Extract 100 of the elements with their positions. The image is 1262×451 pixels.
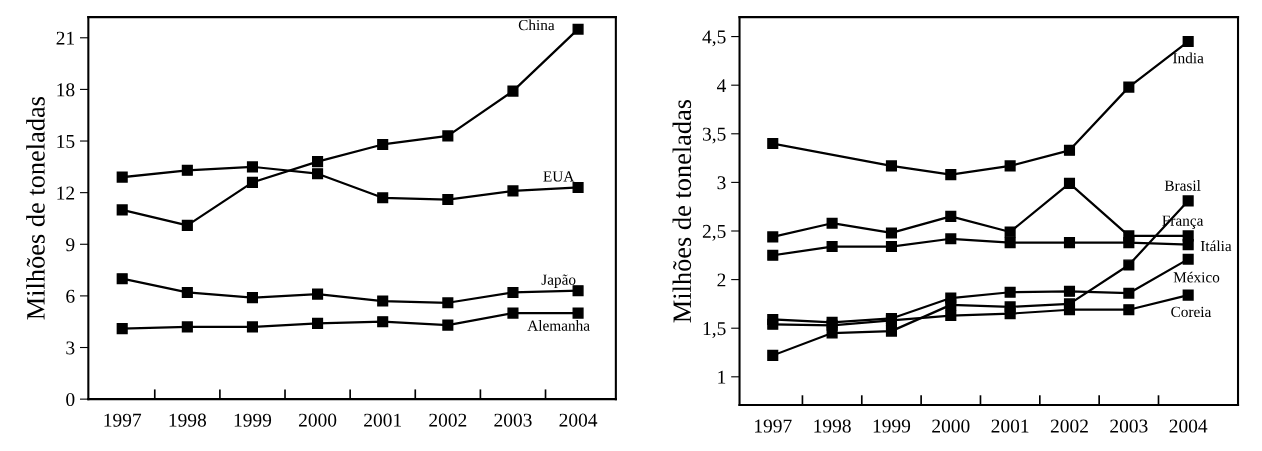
point bbox=[1004, 160, 1016, 172]
point bbox=[1004, 237, 1016, 249]
y-tick-label: 0 bbox=[66, 392, 75, 407]
x-tick-label: 1999 bbox=[873, 419, 911, 433]
point bbox=[507, 307, 519, 319]
point bbox=[1182, 35, 1194, 47]
point bbox=[1182, 195, 1194, 207]
point bbox=[885, 240, 898, 253]
point bbox=[572, 181, 584, 194]
point bbox=[767, 318, 779, 330]
point bbox=[181, 164, 193, 176]
point bbox=[116, 171, 128, 183]
point bbox=[312, 317, 324, 329]
point bbox=[885, 227, 898, 239]
x-tick-label: 2001 bbox=[991, 419, 1029, 433]
point bbox=[1063, 237, 1076, 249]
point bbox=[1182, 239, 1194, 251]
point bbox=[377, 295, 389, 307]
y-axis-title: Milhões de toneladas bbox=[26, 96, 45, 320]
x-tick-label: 2001 bbox=[364, 413, 401, 427]
point bbox=[1182, 253, 1194, 265]
y-tick-label: 3 bbox=[66, 341, 75, 355]
point bbox=[1004, 286, 1016, 298]
point bbox=[826, 217, 838, 229]
point bbox=[507, 286, 519, 299]
point bbox=[885, 325, 898, 337]
point bbox=[826, 240, 838, 253]
point bbox=[1063, 177, 1076, 189]
point bbox=[116, 273, 128, 285]
point bbox=[1063, 304, 1076, 316]
y-tick-label: 3 bbox=[717, 176, 726, 190]
point bbox=[1063, 144, 1076, 156]
x-tick-label: 1998 bbox=[814, 419, 851, 433]
x-tick-label: 2004 bbox=[559, 413, 598, 427]
point bbox=[116, 323, 128, 335]
y-tick-label: 1 bbox=[718, 370, 726, 384]
x-tick-label: 2002 bbox=[429, 413, 467, 427]
point bbox=[1004, 308, 1016, 320]
point bbox=[507, 185, 519, 197]
point bbox=[1123, 81, 1135, 93]
point bbox=[442, 130, 454, 142]
y-tick-label: 3,5 bbox=[702, 127, 726, 144]
point bbox=[377, 316, 389, 328]
point bbox=[312, 288, 324, 300]
series-label: Itália bbox=[1200, 240, 1232, 252]
point bbox=[442, 297, 454, 309]
x-tick-label: 2004 bbox=[1169, 419, 1208, 433]
y-tick-label: 1,5 bbox=[703, 322, 726, 338]
y-tick-label: 2 bbox=[717, 273, 726, 287]
point bbox=[1182, 289, 1194, 301]
series-label: China bbox=[518, 19, 555, 31]
point bbox=[377, 192, 389, 204]
point bbox=[945, 310, 957, 322]
y-tick-label: 9 bbox=[66, 238, 75, 252]
point bbox=[246, 161, 259, 173]
x-tick-label: 2000 bbox=[298, 413, 337, 427]
point bbox=[181, 321, 193, 333]
y-tick-label: 4,5 bbox=[702, 30, 726, 47]
series-label: EUA bbox=[543, 171, 575, 182]
point bbox=[116, 204, 128, 216]
point bbox=[945, 292, 957, 304]
series-label: México bbox=[1173, 271, 1220, 283]
y-tick-label: 6 bbox=[66, 289, 75, 303]
point bbox=[945, 169, 957, 181]
point bbox=[246, 321, 259, 333]
series-label: Índia bbox=[1173, 50, 1204, 64]
series-label: Brasil bbox=[1164, 180, 1201, 191]
x-tick-label: 2002 bbox=[1050, 419, 1088, 433]
point bbox=[572, 307, 584, 319]
x-tick-label: 1998 bbox=[169, 413, 207, 427]
point bbox=[246, 176, 259, 188]
x-tick-label: 1999 bbox=[234, 413, 272, 427]
y-tick-label: 15 bbox=[57, 134, 75, 148]
x-tick-label: 2003 bbox=[1110, 419, 1148, 433]
point bbox=[767, 137, 779, 150]
point bbox=[181, 286, 193, 299]
point bbox=[945, 210, 957, 222]
point bbox=[312, 168, 324, 180]
y-tick-label: 12 bbox=[57, 186, 75, 200]
point bbox=[885, 160, 898, 172]
point bbox=[377, 138, 389, 151]
point bbox=[246, 292, 259, 304]
point bbox=[572, 23, 584, 35]
point bbox=[1123, 237, 1135, 249]
y-tick-label: 2,5 bbox=[702, 224, 726, 241]
point bbox=[442, 193, 454, 206]
point bbox=[312, 156, 324, 168]
point bbox=[507, 85, 519, 97]
point bbox=[945, 233, 957, 245]
series-label: Coreia bbox=[1171, 306, 1212, 318]
point bbox=[442, 319, 454, 331]
y-tick-label: 4 bbox=[717, 79, 727, 92]
y-axis-title: Milhões de toneladas bbox=[672, 99, 692, 323]
x-tick-label: 1997 bbox=[104, 413, 142, 427]
point bbox=[1004, 226, 1016, 238]
series-label: Japão bbox=[541, 274, 576, 288]
x-tick-label: 2003 bbox=[494, 413, 532, 427]
series-label: Alemanha bbox=[527, 320, 590, 331]
y-tick-label: 21 bbox=[56, 31, 74, 45]
point bbox=[767, 349, 779, 361]
